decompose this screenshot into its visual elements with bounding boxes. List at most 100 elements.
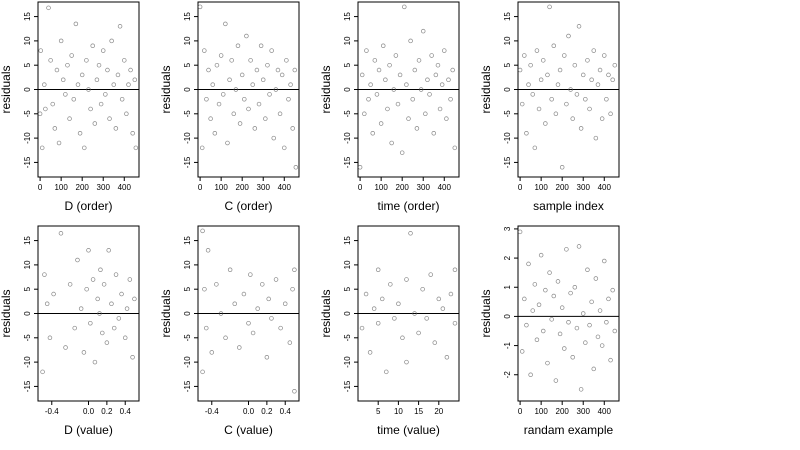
- data-point: [44, 301, 50, 307]
- data-point: [359, 325, 365, 331]
- data-point: [452, 320, 458, 326]
- data-point: [423, 111, 428, 117]
- y-tick-label: 0: [343, 311, 352, 316]
- data-point: [81, 350, 87, 355]
- data-point: [606, 296, 611, 302]
- y-tick-label: 15: [23, 12, 32, 21]
- data-point: [562, 346, 567, 351]
- data-point: [98, 101, 104, 107]
- data-point: [448, 291, 454, 297]
- data-point: [273, 87, 279, 92]
- data-point: [269, 48, 274, 53]
- data-point: [433, 72, 439, 78]
- y-tick-label: -15: [343, 380, 352, 392]
- data-point: [608, 357, 613, 363]
- data-point: [221, 92, 226, 97]
- y-tick-label: 10: [343, 36, 352, 45]
- data-point: [381, 43, 386, 48]
- data-point: [370, 131, 375, 136]
- data-point: [227, 267, 233, 273]
- data-point: [292, 67, 298, 73]
- data-point: [585, 58, 590, 63]
- data-point: [599, 116, 605, 121]
- data-point: [524, 322, 529, 328]
- data-point: [237, 121, 243, 126]
- data-point: [293, 165, 299, 170]
- plot-frame: [517, 225, 620, 402]
- data-point: [77, 131, 83, 136]
- data-point: [412, 311, 417, 316]
- data-point: [389, 140, 394, 146]
- data-point: [113, 126, 119, 131]
- data-point: [250, 82, 255, 87]
- data-point: [543, 287, 548, 293]
- x-tick-label: 200: [236, 183, 250, 192]
- y-tick-label: 0: [503, 87, 512, 92]
- data-point: [551, 43, 557, 48]
- data-point: [367, 350, 373, 355]
- y-tick-label: 10: [503, 36, 512, 45]
- data-point: [589, 299, 594, 305]
- y-tick-label: -10: [343, 356, 352, 368]
- x-tick-label: 0.4: [120, 407, 132, 416]
- data-point: [58, 38, 64, 44]
- y-tick-label: -5: [183, 110, 192, 118]
- data-point: [555, 279, 561, 284]
- data-point: [572, 285, 578, 290]
- data-point: [359, 72, 365, 78]
- data-point: [431, 131, 437, 136]
- data-point: [555, 82, 561, 87]
- x-axis-label: D (value): [64, 423, 113, 437]
- x-tick-label: 400: [598, 407, 612, 416]
- data-point: [130, 355, 135, 360]
- data-point: [599, 343, 605, 348]
- data-point: [602, 258, 607, 264]
- data-point: [231, 111, 237, 117]
- data-point: [205, 248, 211, 253]
- data-point: [612, 62, 618, 68]
- data-point: [40, 369, 45, 375]
- data-point: [269, 316, 274, 321]
- data-point: [580, 72, 586, 78]
- data-point: [63, 92, 68, 97]
- data-point: [117, 24, 123, 29]
- data-point: [397, 72, 403, 78]
- y-tick-label: 10: [343, 260, 352, 269]
- data-point: [549, 96, 554, 102]
- data-point: [526, 261, 531, 267]
- x-tick-label: 100: [214, 183, 228, 192]
- data-point: [37, 111, 43, 117]
- data-point: [284, 58, 289, 63]
- data-point: [574, 92, 580, 97]
- data-point: [583, 96, 588, 102]
- data-point: [568, 290, 573, 296]
- data-point: [107, 116, 112, 121]
- data-point: [391, 87, 397, 92]
- data-point: [275, 67, 281, 73]
- y-tick-label: -5: [503, 110, 512, 118]
- data-point: [229, 58, 234, 63]
- data-point: [71, 96, 77, 102]
- data-point: [267, 92, 272, 97]
- data-point: [288, 82, 293, 87]
- data-point: [209, 350, 215, 355]
- y-tick-label: 10: [23, 260, 32, 269]
- y-tick-label: 10: [183, 260, 192, 269]
- data-point: [277, 111, 283, 117]
- y-tick-label: 3: [503, 226, 512, 231]
- data-point: [589, 77, 594, 83]
- data-point: [214, 282, 219, 287]
- data-point: [256, 101, 262, 107]
- data-point: [111, 82, 116, 87]
- data-point: [408, 231, 413, 236]
- y-tick-label: 15: [343, 12, 352, 21]
- data-point: [47, 335, 53, 341]
- y-axis-label: residuals: [319, 65, 333, 113]
- data-point: [48, 58, 53, 63]
- data-point: [566, 33, 571, 39]
- x-axis-label: time (value): [377, 423, 440, 437]
- data-point: [378, 121, 384, 126]
- y-tick-label: 0: [343, 87, 352, 92]
- x-tick-label: -0.4: [45, 407, 59, 416]
- data-point: [524, 131, 529, 136]
